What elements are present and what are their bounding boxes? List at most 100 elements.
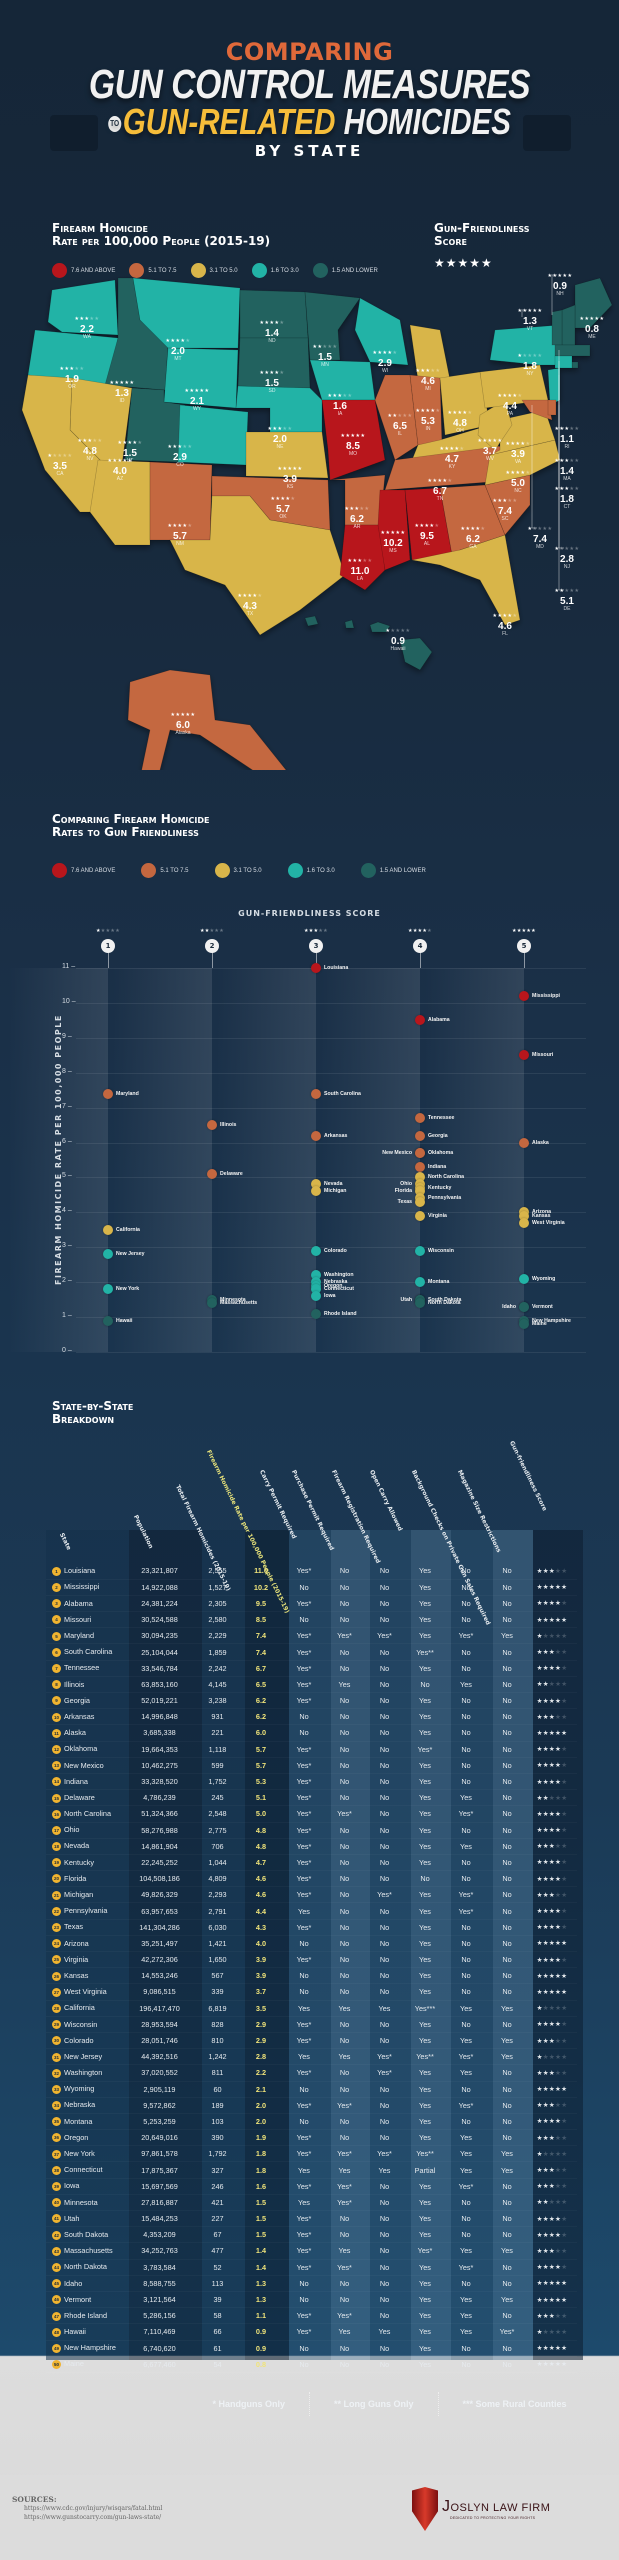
state-shape-la[interactable] (339, 524, 386, 591)
table-row[interactable]: 46 Vermont 3,121,564 39 1.3 No No No Yes Yes Yes ★★… (46, 2291, 577, 2307)
column-header[interactable]: Firearm Homicide Rate per 100,000 People… (205, 1448, 291, 1614)
table-row[interactable]: 32 Washington 37,020,552 811 2.2 Yes* No Yes* Ye… (46, 2065, 577, 2081)
state-shape-nj[interactable] (547, 367, 561, 406)
table-row[interactable]: 6 South Carolina 25,104,044 1,859 7.4 Yes* No N… (46, 1644, 577, 1660)
state-shape-fl[interactable] (411, 534, 521, 626)
state-shape-mt[interactable] (132, 277, 241, 349)
state-shape-mo[interactable] (321, 399, 386, 481)
table-row[interactable]: 3 Alabama 24,381,224 2,305 9.5 Yes* No No Yes No N… (46, 1595, 577, 1611)
table-row[interactable]: 44 North Dakota 3,783,584 52 1.4 Yes* Yes* No Ye… (46, 2259, 577, 2275)
data-point[interactable] (415, 1172, 425, 1183)
table-row[interactable]: 11 Alaska 3,685,338 221 6.0 No No No Yes No No ★★★★… (46, 1725, 577, 1741)
table-row[interactable]: 17 Ohio 58,276,988 2,775 4.8 Yes* No No Yes No No ★… (46, 1822, 577, 1838)
data-point[interactable] (311, 963, 321, 973)
data-point[interactable] (207, 1120, 217, 1131)
table-row[interactable]: 18 Nevada 14,861,904 706 4.8 Yes* No No Yes Yes No… (46, 1838, 577, 1854)
table-row[interactable]: 48 Hawaii 7,110,469 66 0.9 Yes* Yes Yes Yes Yes Ye… (46, 2324, 577, 2340)
table-row[interactable]: 10 Arkansas 14,996,848 931 6.2 No No No Yes No No ★… (46, 1709, 577, 1725)
table-row[interactable]: 47 Rhode Island 5,286,156 58 1.1 Yes* Yes* No Ye… (46, 2308, 577, 2324)
state-shape-ks[interactable] (245, 431, 329, 479)
data-point[interactable] (415, 1196, 425, 1207)
table-row[interactable]: 40 Minnesota 27,816,887 421 1.5 Yes Yes* No Yes N… (46, 2194, 577, 2210)
data-point[interactable] (415, 1245, 425, 1256)
data-point[interactable] (311, 1270, 321, 1281)
table-row[interactable]: 20 Florida 104,508,186 4,809 4.6 Yes* No No No No… (46, 1871, 577, 1887)
state-shape-hawaii[interactable] (304, 615, 433, 671)
state-shape-de[interactable] (547, 399, 557, 416)
data-point[interactable] (519, 1137, 529, 1148)
table-row[interactable]: 31 New Jersey 44,392,516 1,242 2.8 Yes Yes Yes*… (46, 2049, 577, 2065)
data-point[interactable] (311, 1308, 321, 1319)
table-row[interactable]: 24 Arizona 35,251,497 1,421 4.0 No No No Yes No No… (46, 1935, 577, 1951)
column-header[interactable]: Open Carry Allowed (368, 1468, 404, 1533)
table-row[interactable]: 33 Wyoming 2,905,119 60 2.1 No No No Yes No No ★★★★… (46, 2081, 577, 2097)
data-point[interactable] (311, 1284, 321, 1295)
table-row[interactable]: 8 Illinois 63,853,160 4,145 6.5 Yes* Yes No No Ye… (46, 1676, 577, 1692)
data-point[interactable] (415, 1210, 425, 1221)
table-row[interactable]: 34 Nebraska 9,572,862 189 2.0 Yes* Yes* No Yes Ye… (46, 2097, 577, 2113)
state-shape-ny[interactable] (489, 324, 566, 366)
table-row[interactable]: 2 Mississippi 14,922,088 1,527 10.2 No No No Yes… (46, 1579, 577, 1595)
data-point[interactable] (519, 1210, 529, 1221)
state-shape-ct[interactable] (554, 355, 573, 369)
column-header[interactable]: Background Checks on Private Gun Sales R… (410, 1468, 492, 1627)
data-point[interactable] (311, 1186, 321, 1197)
state-shape-vt[interactable] (551, 309, 563, 346)
state-shape-tx[interactable] (169, 495, 346, 636)
data-point[interactable] (519, 1273, 529, 1284)
table-row[interactable]: 21 Michigan 49,826,329 2,293 4.6 Yes* No Yes* Ye… (46, 1887, 577, 1903)
data-point[interactable] (415, 1186, 425, 1197)
table-row[interactable]: 22 Pennsylvania 63,957,653 2,791 4.4 Yes No No Y… (46, 1903, 577, 1919)
data-point[interactable] (519, 990, 529, 1001)
data-point[interactable] (311, 1179, 321, 1190)
data-point[interactable] (519, 1319, 529, 1330)
data-point[interactable] (103, 1315, 113, 1326)
table-row[interactable]: 41 Utah 15,484,253 227 1.5 Yes* No No Yes No No ★★★… (46, 2211, 577, 2227)
law-firm-logo[interactable]: JOSLYN LAW FIRM DEDICATED TO PROTECTING … (412, 2487, 550, 2531)
data-point[interactable] (311, 1130, 321, 1141)
table-row[interactable]: 14 Indiana 33,328,520 1,752 5.3 Yes* No No Yes No… (46, 1773, 577, 1789)
table-row[interactable]: 50 Maine 6,677,460 54 0.8 No No No Yes No No ★★★★★ (46, 2356, 577, 2372)
data-point[interactable] (103, 1249, 113, 1260)
table-row[interactable]: 15 Delaware 4,786,239 245 5.1 Yes* No No Yes Yes N… (46, 1790, 577, 1806)
data-point[interactable] (415, 1277, 425, 1288)
state-shape-ma[interactable] (554, 344, 591, 357)
data-point[interactable] (415, 1130, 425, 1141)
table-row[interactable]: 27 West Virginia 9,086,515 339 3.7 No No No Yes N… (46, 1984, 577, 2000)
table-row[interactable]: 12 Oklahoma 19,664,353 1,118 5.7 Yes* No No Yes*… (46, 1741, 577, 1757)
data-point[interactable] (519, 1217, 529, 1228)
table-row[interactable]: 28 California 196,417,470 6,819 3.5 Yes Yes Yes… (46, 2000, 577, 2016)
table-row[interactable]: 42 South Dakota 4,353,209 67 1.5 Yes* No No Yes N… (46, 2227, 577, 2243)
state-shape-wi[interactable] (354, 297, 409, 366)
table-row[interactable]: 43 Massachusetts 34,252,763 477 1.4 Yes* Yes No… (46, 2243, 577, 2259)
state-shape-alaska[interactable] (127, 669, 290, 770)
table-row[interactable]: 19 Kentucky 22,245,252 1,044 4.7 Yes* No No Yes N… (46, 1854, 577, 1870)
data-point[interactable] (311, 1088, 321, 1099)
source-link[interactable]: https://www.gunstocarry.com/gun-laws-sta… (24, 2514, 162, 2521)
table-row[interactable]: 7 Tennessee 33,546,784 2,242 6.7 Yes* No No Yes N… (46, 1660, 577, 1676)
state-shape-nh[interactable] (561, 304, 576, 346)
column-header[interactable]: Firearm Registration Required (330, 1468, 382, 1565)
table-row[interactable]: 23 Texas 141,304,286 6,030 4.3 Yes* No No Yes No N… (46, 1919, 577, 1935)
state-shape-ri[interactable] (571, 361, 579, 369)
data-point[interactable] (103, 1284, 113, 1295)
source-link[interactable]: https://www.cdc.gov/injury/wisqars/fatal… (24, 2505, 163, 2512)
column-header[interactable]: Magazine Size Restrictions (456, 1468, 503, 1554)
table-row[interactable]: 9 Georgia 52,019,221 3,238 6.2 Yes* No No Yes No N… (46, 1693, 577, 1709)
table-row[interactable]: 36 Oregon 20,649,016 390 1.9 Yes* No No Yes Yes No… (46, 2130, 577, 2146)
table-row[interactable]: 39 Iowa 15,697,569 246 1.6 Yes* Yes* No Yes Yes* N… (46, 2178, 577, 2194)
state-shape-wa[interactable] (47, 279, 119, 336)
data-point[interactable] (415, 1161, 425, 1172)
data-point[interactable] (207, 1168, 217, 1179)
data-point[interactable] (415, 1148, 425, 1159)
data-point[interactable] (103, 1224, 113, 1235)
table-row[interactable]: 1 Louisiana 23,321,807 2,555 11.0 Yes* No No Yes… (46, 1563, 577, 1579)
table-row[interactable]: 29 Wisconsin 28,953,594 828 2.9 Yes* No No Yes No… (46, 2016, 577, 2032)
column-header[interactable]: Gun-friendliness Score (508, 1439, 549, 1513)
state-shape-ut[interactable] (124, 387, 186, 463)
table-row[interactable]: 49 New Hampshire 6,740,620 61 0.9 No No No Yes No… (46, 2340, 577, 2356)
table-row[interactable]: 30 Colorado 28,051,746 810 2.9 Yes* No No Yes Yes… (46, 2032, 577, 2048)
table-row[interactable]: 38 Connecticut 17,875,367 327 1.8 Yes Yes Yes Pa… (46, 2162, 577, 2178)
data-point[interactable] (207, 1298, 217, 1309)
data-point[interactable] (519, 1301, 529, 1312)
